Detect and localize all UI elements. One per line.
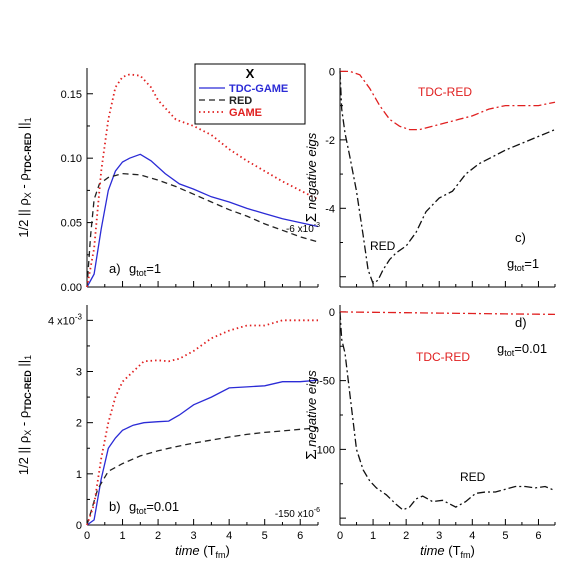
y-tick-label: -100 [313, 444, 335, 456]
series-annotation: TDC-RED [418, 85, 472, 99]
series-annotation: TDC-RED [416, 350, 470, 364]
y-tick-label: 2 [76, 418, 82, 430]
panel-c: 0 -2 -4 c) gtot=1 Σ negative eigs TDC-RED RED [303, 66, 556, 288]
legend-box [194, 63, 306, 125]
series-game-line [86, 73, 319, 288]
x-tick-label: 2 [403, 530, 409, 542]
x-tick-label: 1 [119, 530, 125, 542]
panel-label: d) [515, 315, 527, 330]
panel-a: 0.00 0.05 0.10 0.15 a) gtot=1 -6 x10-3 1/2 || ρ… [16, 63, 320, 294]
y-axis-label: Σ negative eigs [303, 370, 320, 460]
x-tick-label: 5 [262, 530, 268, 542]
series-red-line [339, 71, 556, 285]
parameter-label: gtot=1 [507, 256, 539, 273]
x-tick-label: 6 [297, 530, 303, 542]
series-tdc-game-line [86, 153, 319, 288]
series-game-line [86, 319, 318, 526]
y-tick-label: 0.10 [61, 153, 82, 165]
panel-label: c) [515, 230, 526, 245]
panel-b: 0 1 2 3 4 5 6 0 1 2 3 4 x10-3 b) gtot=0.01 -150 x10-6 1… [16, 305, 320, 560]
x-tick-label: 4 [469, 530, 475, 542]
y-tick-label: 4 x10-3 [48, 312, 83, 327]
y-axis-label: Σ negative eigs [303, 132, 320, 222]
x-tick-label: 2 [155, 530, 161, 542]
y-tick-label: 0.05 [61, 218, 82, 230]
parameter-label: gtot=0.01 [129, 499, 179, 516]
x-tick-label: 3 [436, 530, 442, 542]
x-tick-label: 5 [502, 530, 508, 542]
series-tdc-red-line [340, 70, 556, 131]
series-red-line [86, 427, 319, 526]
panel-label: a) [109, 261, 121, 276]
y-tick-label: 1 [76, 469, 82, 481]
x-tick-label: 1 [370, 530, 376, 542]
y-tick-label: 0.15 [61, 89, 82, 101]
series-tdc-red-line [339, 311, 556, 316]
y-tick-label: 0 [329, 66, 335, 78]
legend-label: GAME [229, 107, 262, 119]
series-red-line [86, 172, 319, 288]
scale-note: -150 x10-6 [275, 507, 320, 520]
y-tick-label: 0 [329, 307, 335, 319]
y-tick-label: 0.00 [61, 282, 82, 294]
x-tick-label: 3 [191, 530, 197, 542]
y-tick-label: 3 [76, 367, 82, 379]
y-tick-label: 0 [76, 520, 82, 532]
x-tick-label: 0 [337, 530, 343, 542]
series-annotation: RED [460, 470, 486, 484]
series-annotation: RED [370, 239, 396, 253]
parameter-label: gtot=1 [129, 261, 161, 278]
series-red-line [339, 311, 556, 511]
x-tick-label: 0 [84, 530, 90, 542]
parameter-label: gtot=0.01 [497, 341, 547, 358]
panel-d: 0 1 2 3 4 5 6 0 -50 -100 d) gtot=0.01 Σ negative eig… [303, 305, 556, 560]
y-tick-label: -50 [319, 376, 335, 388]
panel-label: b) [109, 499, 121, 514]
y-axis-label: 1/2 || ρX - ρTDC-RED ||1 [16, 117, 33, 237]
x-axis-label: time (Tfm) [420, 543, 475, 560]
scale-note: -6 x10-3 [286, 222, 320, 235]
x-axis-label: time (Tfm) [175, 543, 230, 560]
x-tick-label: 4 [226, 530, 232, 542]
legend-label: TDC-GAME [229, 83, 288, 95]
legend-label: RED [229, 95, 252, 107]
legend-title: X [246, 66, 255, 81]
y-tick-label: -4 [325, 203, 335, 215]
y-tick-label: -2 [325, 135, 335, 147]
series-tdc-game-line [86, 379, 319, 526]
x-tick-label: 6 [535, 530, 541, 542]
y-axis-label: 1/2 || ρX - ρTDC-RED ||1 [16, 355, 33, 475]
